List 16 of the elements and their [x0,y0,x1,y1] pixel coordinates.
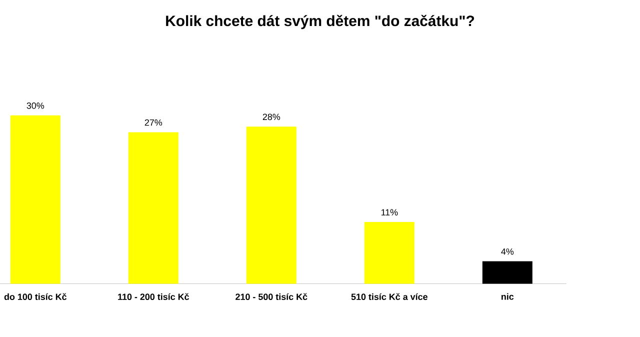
data-label: 28% [262,114,280,120]
bar [10,115,60,284]
data-label: 11% [381,209,398,216]
x-tick-label: 110 - 200 tisíc Kč [118,293,190,300]
bar [246,126,296,284]
bar [482,261,532,284]
x-tick-label: do 100 tisíc Kč [4,293,67,300]
x-tick-label: 210 - 500 tisíc Kč [236,293,308,300]
data-label: 4% [501,248,514,255]
x-tick-label: nic [502,293,514,300]
data-label: 27% [144,119,162,126]
chart-title: Kolik chcete dát svým dětem "do začátku"? [166,14,474,30]
data-label: 30% [26,102,44,109]
bar [128,132,178,284]
bar [364,222,414,284]
x-tick-label: 510 tisíc Kč a více [351,293,428,300]
